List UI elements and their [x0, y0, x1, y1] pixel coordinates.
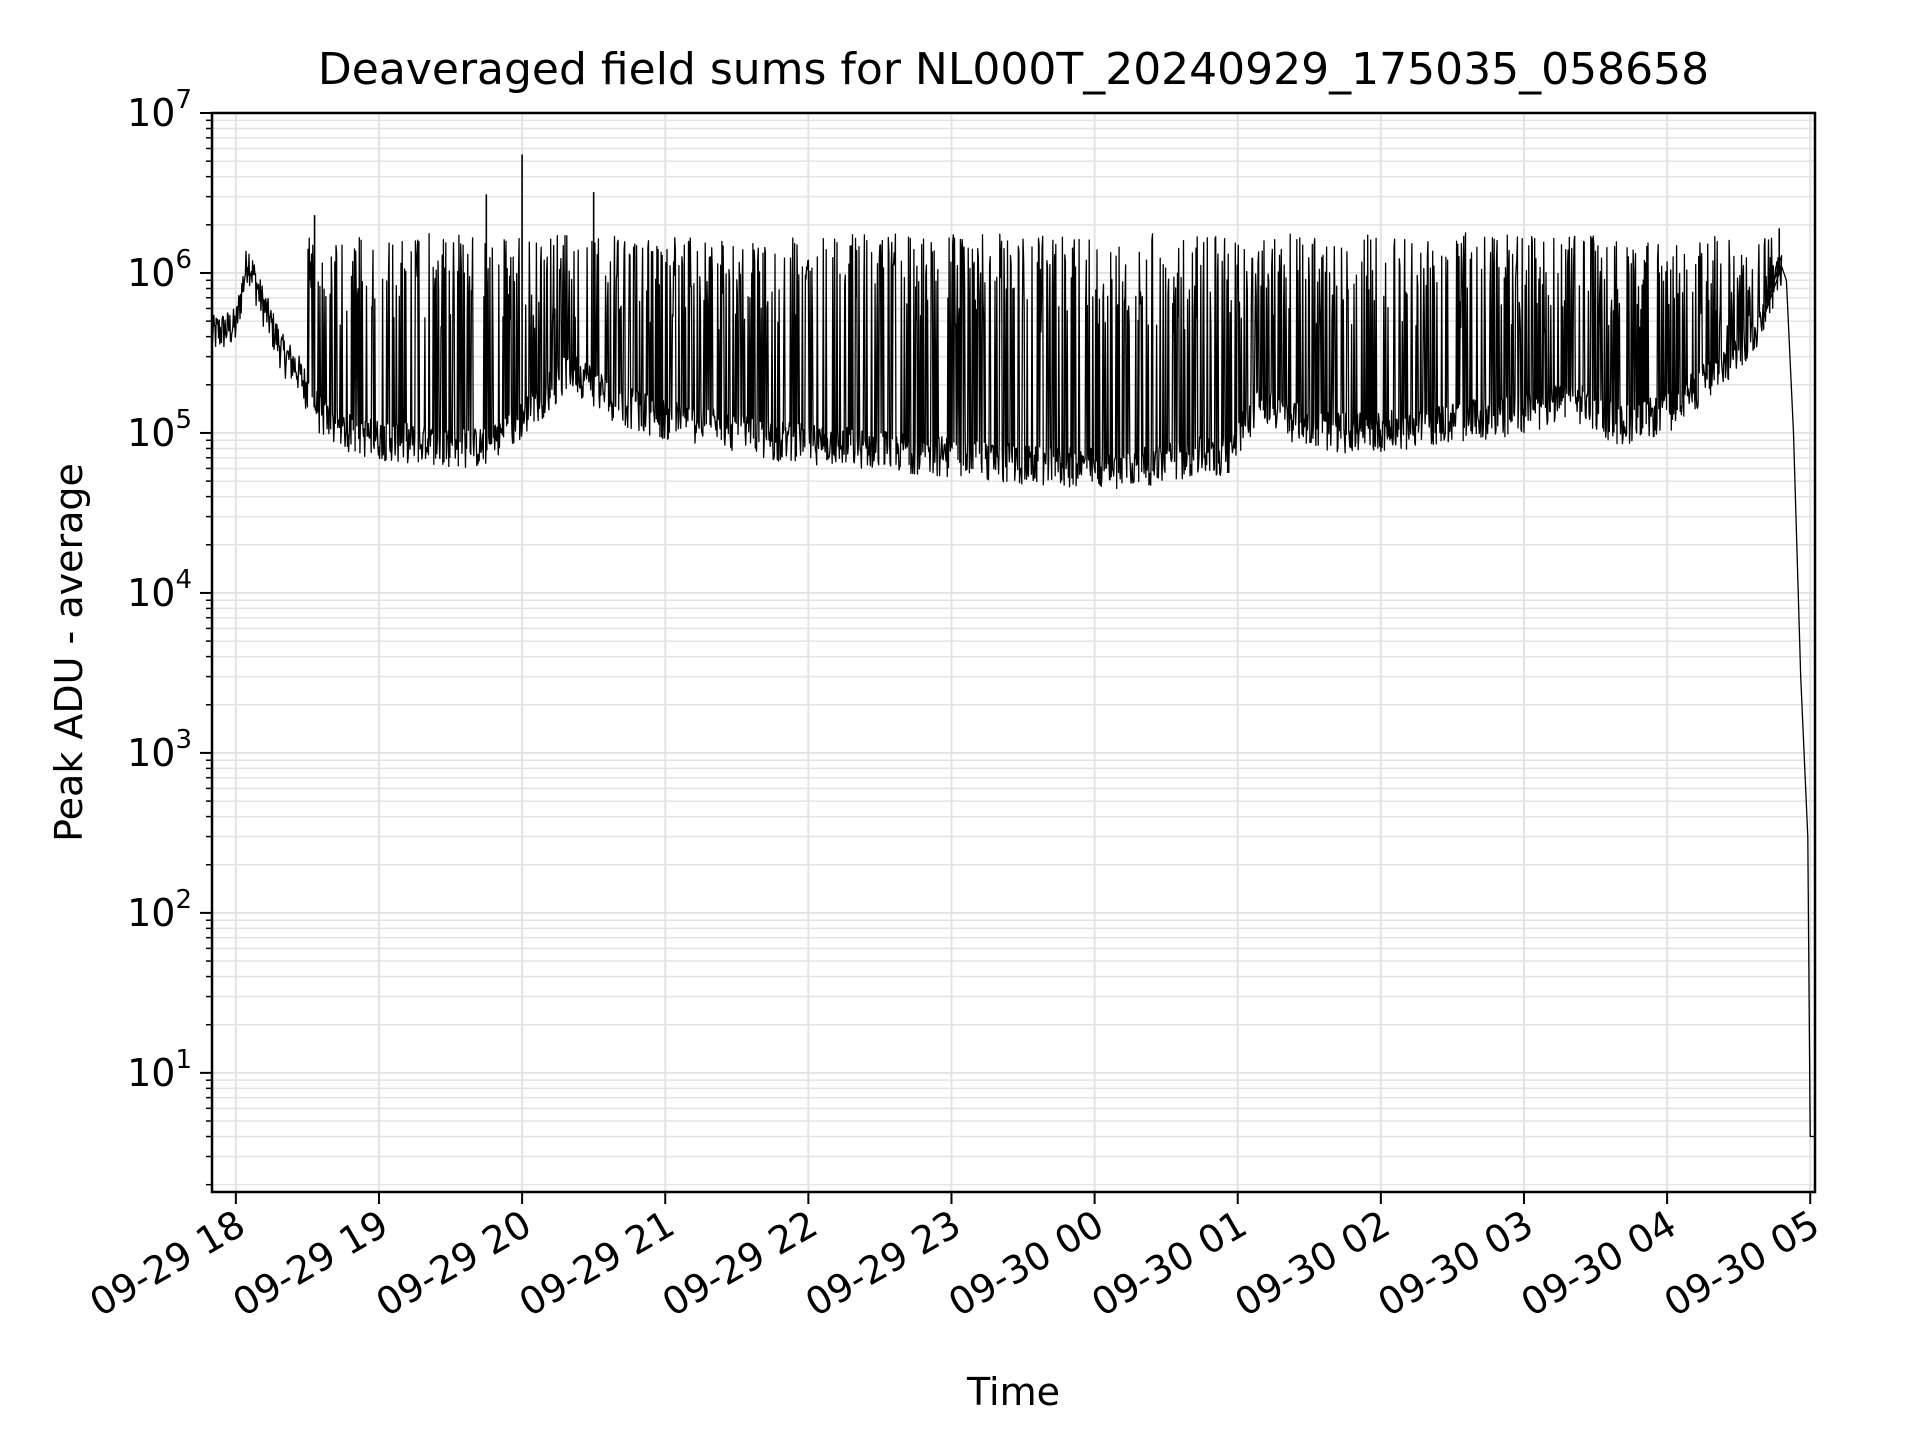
y-tick-label: 103: [127, 725, 192, 775]
y-axis-label: Peak ADU - average: [47, 463, 91, 842]
plot-frame: [210, 111, 1817, 1194]
y-tick-base: 10: [127, 891, 175, 935]
x-axis-label: Time: [966, 1370, 1060, 1414]
y-tick-base: 10: [127, 91, 175, 135]
y-tick-label: 101: [127, 1045, 192, 1095]
grid: [212, 112, 1815, 1192]
y-tick-label-text: 105: [127, 405, 192, 455]
y-tick-base: 10: [127, 1051, 175, 1095]
y-tick-label: 102: [127, 885, 192, 935]
y-tick-label-text: 107: [127, 85, 192, 135]
y-tick-label-text: 103: [127, 725, 192, 775]
series-line: [211, 232, 1815, 1138]
y-tick-label-text: 104: [127, 565, 192, 615]
y-tick-exponent: 2: [175, 885, 192, 915]
y-tick-label-text: 101: [127, 1045, 192, 1095]
y-tick-label: 104: [127, 565, 192, 615]
y-tick-label: 107: [127, 85, 192, 135]
y-tick-exponent: 6: [175, 245, 192, 275]
y-tick-label-text: 106: [127, 245, 192, 295]
y-tick-label: 106: [127, 245, 192, 295]
y-tick-exponent: 7: [175, 85, 192, 115]
y-tick-exponent: 3: [175, 725, 192, 755]
chart-title: Deaveraged field sums for NL000T_2024092…: [318, 44, 1709, 95]
y-tick-base: 10: [127, 731, 175, 775]
plot-series: [211, 154, 1815, 1138]
y-tick-base: 10: [127, 411, 175, 455]
y-tick-label-text: 102: [127, 885, 192, 935]
y-tick-exponent: 1: [175, 1045, 192, 1075]
y-tick-exponent: 5: [175, 405, 192, 435]
y-tick-exponent: 4: [175, 565, 192, 595]
y-tick-label: 105: [127, 405, 192, 455]
y-tick-base: 10: [127, 251, 175, 295]
y-tick-base: 10: [127, 571, 175, 615]
